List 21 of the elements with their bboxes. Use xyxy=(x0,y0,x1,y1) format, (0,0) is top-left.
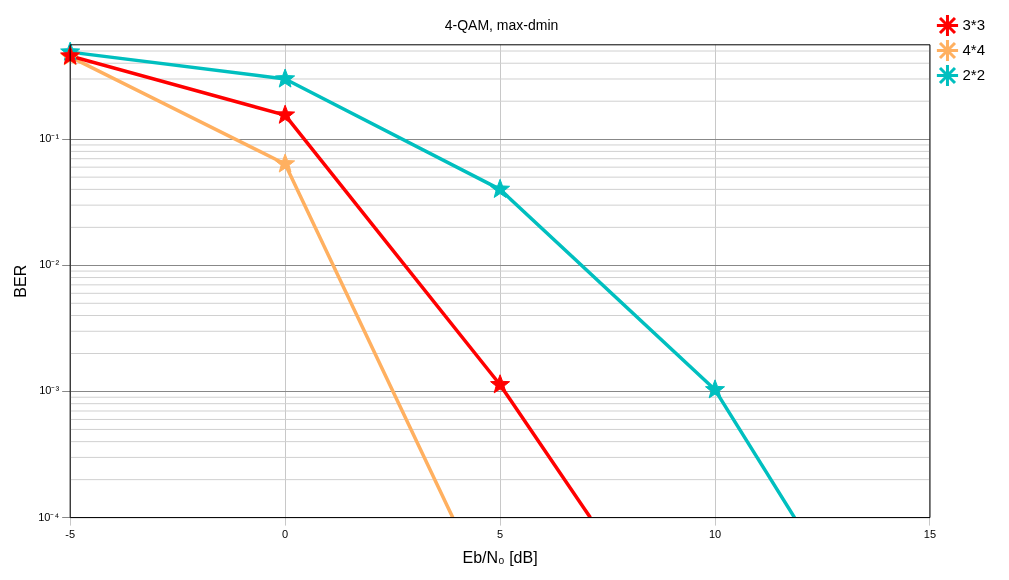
point xyxy=(275,104,296,124)
x-axis-title: Eb/N₀ [dB] xyxy=(462,548,538,566)
legend-label: 3*3 xyxy=(962,15,986,33)
y-tick-label: 10⁻¹ xyxy=(39,132,60,145)
chart-title: 4-QAM, max-dmin xyxy=(444,17,559,34)
x-tick-label: 10 xyxy=(708,528,722,541)
point xyxy=(490,374,511,394)
x-tick-label: 0 xyxy=(282,528,289,541)
x-tick-label: 5 xyxy=(497,528,504,541)
legend-label: 2*2 xyxy=(962,65,986,83)
y-tick-label: 10⁻² xyxy=(39,258,60,271)
legend-label: 4*4 xyxy=(962,40,986,58)
point xyxy=(275,68,296,88)
point xyxy=(490,178,511,198)
y-tick-label: 10⁻³ xyxy=(39,384,60,397)
point xyxy=(275,153,296,173)
y-tick-label: 10⁻⁴ xyxy=(38,510,60,523)
y-axis-title: BER xyxy=(12,264,30,298)
x-tick-label: -5 xyxy=(65,528,76,541)
point xyxy=(705,379,726,399)
x-tick-label: 15 xyxy=(923,528,937,541)
